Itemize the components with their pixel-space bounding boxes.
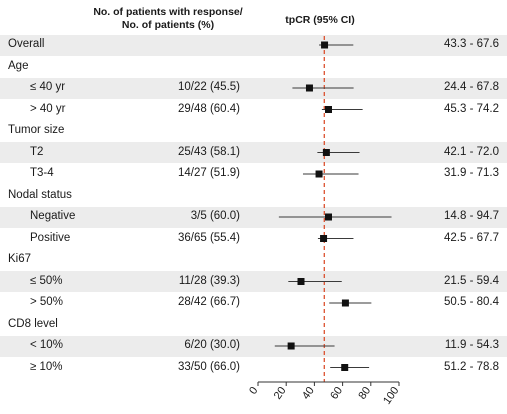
row-label: Positive [30, 231, 71, 244]
row-label: ≤ 50% [30, 274, 63, 287]
count-value: 36/65 (55.4) [177, 231, 240, 244]
row-label: < 10% [30, 339, 63, 351]
row-label: Overall [8, 38, 45, 50]
row-band [0, 271, 507, 292]
ci-value: 51.2 - 78.8 [444, 360, 499, 373]
ci-value: 24.4 - 67.8 [444, 81, 499, 93]
count-column-header: No. of patients with response/ No. of pa… [88, 6, 248, 32]
group-label: CD8 level [8, 317, 58, 330]
point-estimate [322, 149, 330, 156]
x-tick-label: 100 [381, 385, 401, 407]
row-label: ≥ 10% [30, 360, 63, 373]
row-band [0, 335, 507, 357]
count-value: 25/43 (58.1) [177, 145, 240, 158]
group-label: Ki67 [8, 253, 32, 265]
row-label: > 50% [30, 296, 63, 308]
count-value: 33/50 (66.0) [177, 360, 240, 373]
row-band [0, 206, 507, 228]
ci-value: 14.8 - 94.7 [444, 210, 499, 222]
ci-value: 11.9 - 54.3 [444, 339, 499, 351]
ci-value: 50.5 - 80.4 [444, 296, 499, 308]
point-estimate [325, 106, 332, 113]
x-tick-label: 20 [272, 385, 289, 402]
ci-value: 21.5 - 59.4 [444, 274, 499, 287]
x-tick-label: 80 [356, 385, 373, 402]
ci-value: 45.3 - 74.2 [444, 102, 499, 115]
group-label: Nodal status [8, 188, 72, 201]
ci-value: 42.5 - 67.7 [444, 231, 499, 244]
count-header-line2: No. of patients (%) [121, 19, 215, 31]
row-label: ≤ 40 yr [30, 81, 66, 93]
count-value: 11/28 (39.3) [178, 274, 240, 287]
count-value: 29/48 (60.4) [177, 102, 240, 115]
point-estimate [287, 342, 295, 350]
group-label: Age [8, 59, 29, 72]
count-header-line1: No. of patients with response/ [93, 6, 243, 18]
point-estimate [341, 299, 349, 307]
point-estimate [315, 170, 323, 178]
point-estimate [325, 213, 332, 221]
count-value: 14/27 (51.9) [177, 167, 240, 179]
x-tick-label: 0 [247, 385, 260, 397]
count-value: 3/5 (60.0) [190, 210, 240, 222]
ci-value: 42.1 - 72.0 [444, 145, 499, 158]
point-estimate [305, 84, 313, 92]
x-tick-label: 60 [328, 385, 345, 402]
row-band [0, 142, 507, 163]
ci-value: 43.3 - 67.6 [444, 38, 499, 50]
x-tick-label: 40 [300, 385, 317, 402]
count-value: 28/42 (66.7) [177, 296, 240, 308]
group-label: Tumor size [8, 124, 65, 136]
point-estimate [297, 278, 305, 285]
row-band [0, 77, 507, 99]
row-label: T3-4 [30, 167, 54, 179]
point-estimate [321, 41, 329, 49]
row-label: > 40 yr [30, 102, 66, 115]
row-band [0, 34, 507, 56]
point-estimate [320, 235, 328, 242]
ci-column-header: tpCR (95% CI) [285, 14, 355, 26]
row-label: Negative [30, 210, 76, 222]
count-value: 10/22 (45.5) [177, 81, 240, 93]
row-label: T2 [30, 145, 44, 158]
ci-value: 31.9 - 71.3 [444, 167, 499, 179]
point-estimate [341, 364, 349, 371]
count-value: 6/20 (30.0) [184, 339, 240, 351]
